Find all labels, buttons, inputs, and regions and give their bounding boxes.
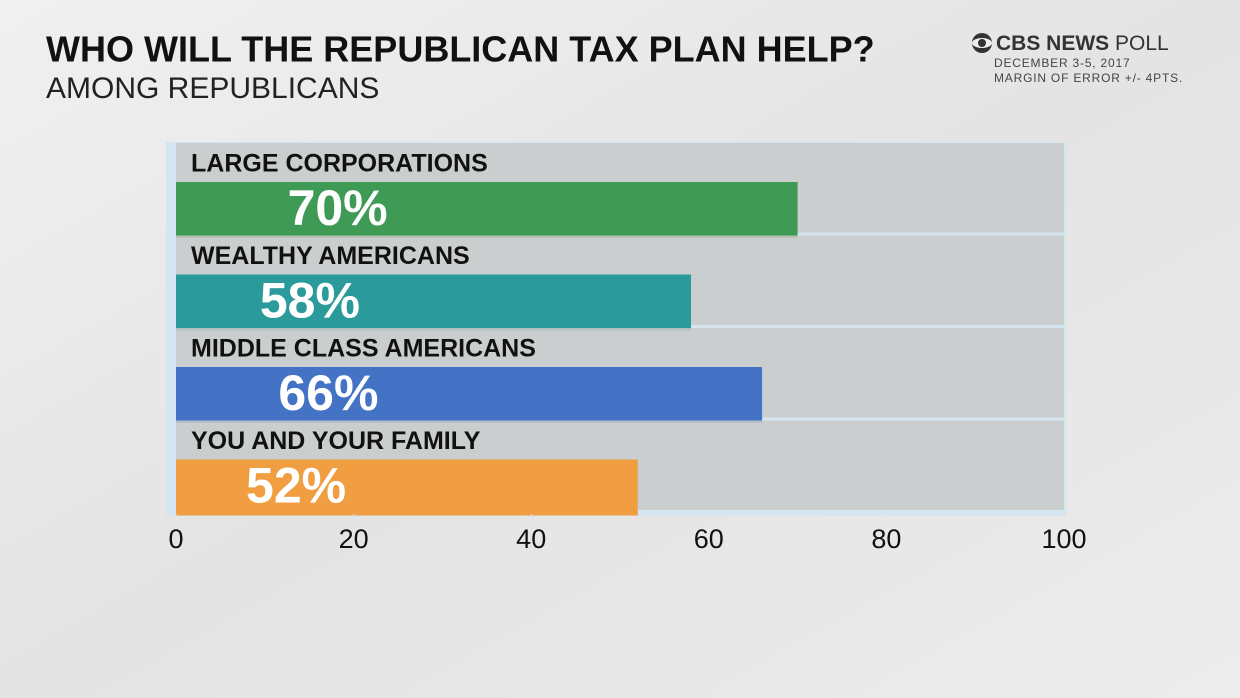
bar xyxy=(176,274,692,331)
x-tick-label: 60 xyxy=(694,524,724,554)
value-label: 58% xyxy=(260,273,360,329)
category-label: MIDDLE CLASS AMERICANS xyxy=(191,335,536,363)
logo: CBS NEWS xyxy=(996,32,1109,55)
x-tick-label: 80 xyxy=(871,524,901,554)
category-label: YOU AND YOUR FAMILY xyxy=(191,427,481,455)
value-label: 70% xyxy=(288,180,388,236)
chart-subtitle: AMONG REPUBLICANS xyxy=(46,72,379,105)
x-tick-label: 20 xyxy=(339,524,369,554)
x-tick-label: 40 xyxy=(516,524,546,554)
logo-suffix: POLL xyxy=(1115,32,1169,55)
source-date: DECEMBER 3-5, 2017 xyxy=(994,56,1130,70)
source-logo: CBS NEWS POLL xyxy=(996,32,1169,55)
value-label: 66% xyxy=(278,365,378,421)
bar xyxy=(176,459,638,516)
category-label: LARGE CORPORATIONS xyxy=(191,150,488,178)
x-tick-label: 0 xyxy=(168,524,183,554)
value-label: 52% xyxy=(246,458,346,514)
source-note: MARGIN OF ERROR +/- 4PTS. xyxy=(994,71,1183,85)
bar xyxy=(176,182,798,238)
bar xyxy=(176,367,763,423)
category-label: WEALTHY AMERICANS xyxy=(191,242,470,270)
x-tick-label: 100 xyxy=(1041,524,1086,554)
cbs-eye xyxy=(972,33,992,53)
chart-title: WHO WILL THE REPUBLICAN TAX PLAN HELP? xyxy=(46,29,875,70)
